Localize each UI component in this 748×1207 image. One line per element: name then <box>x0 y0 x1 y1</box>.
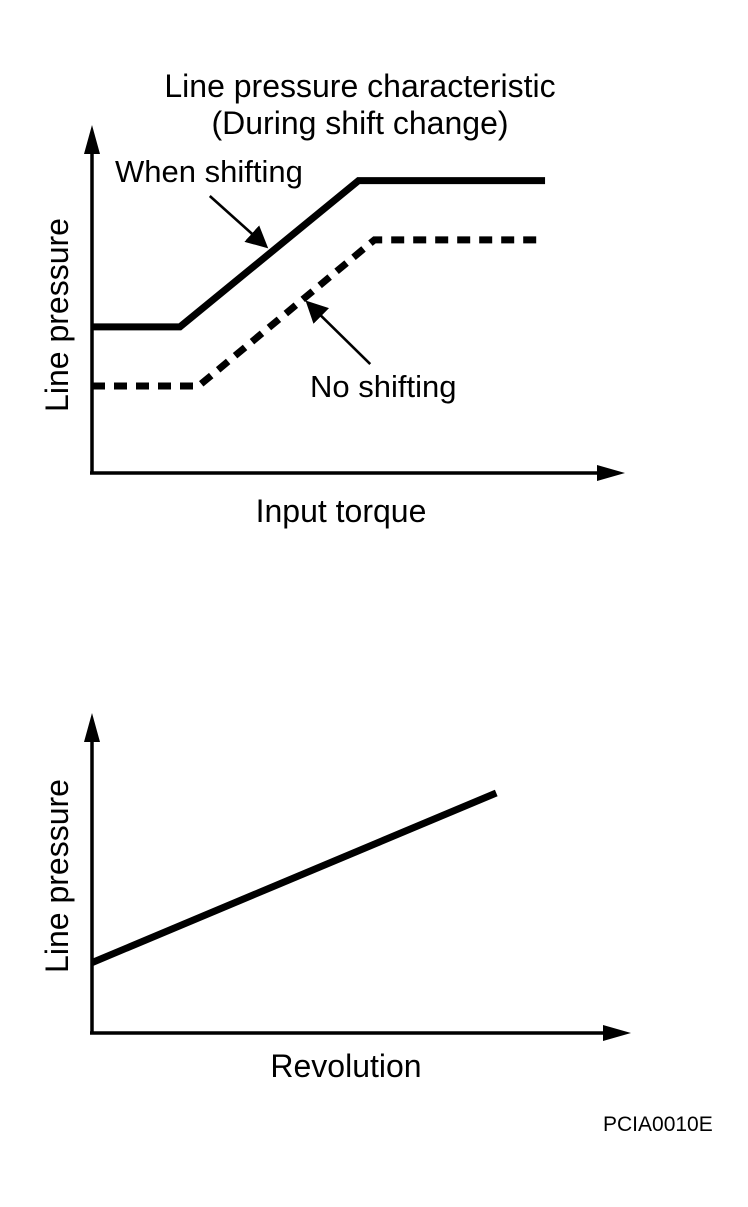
figure-code: PCIA0010E <box>603 1113 713 1136</box>
y-axis-arrow-icon <box>84 713 100 742</box>
y-axis-label: Line pressure <box>39 218 75 412</box>
x-axis-arrow-icon <box>597 465 625 481</box>
chart-title: Line pressure characteristic <box>164 68 555 104</box>
chart-revolution: Line pressure Revolution <box>39 713 631 1084</box>
y-axis-arrow-icon <box>84 125 100 154</box>
series-no-shifting <box>92 236 546 390</box>
series-line-pressure <box>90 789 498 966</box>
annotation-no-shifting-arrow-icon <box>305 300 372 366</box>
x-axis-label: Input torque <box>256 493 427 529</box>
series-when-shifting <box>92 177 546 331</box>
y-axis-label: Line pressure <box>39 779 75 973</box>
chart-during-shift-change: Line pressure characteristic (During shi… <box>39 68 625 529</box>
annotation-when-shifting-arrow-icon <box>208 195 269 249</box>
annotation-when-shifting-label: When shifting <box>115 154 303 189</box>
x-axis-arrow-icon <box>603 1025 631 1041</box>
chart-subtitle: (During shift change) <box>211 105 508 141</box>
annotation-no-shifting-label: No shifting <box>310 369 456 404</box>
x-axis-label: Revolution <box>270 1048 421 1084</box>
